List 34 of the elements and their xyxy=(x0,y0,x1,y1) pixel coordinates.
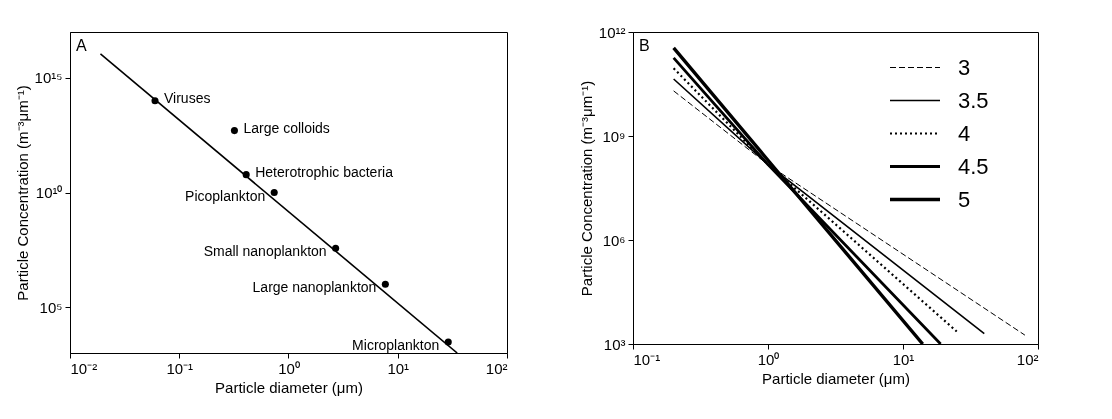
annotation: Small nanoplankton xyxy=(203,243,327,260)
x-tick-label: 10¹ xyxy=(387,359,410,377)
annotation: A xyxy=(76,37,87,54)
y-tick-label: 10¹⁰ xyxy=(35,184,63,201)
y-tick-label: 10⁵ xyxy=(39,298,63,316)
y-tick-label: 10¹² xyxy=(598,23,626,41)
annotation: B xyxy=(639,37,650,54)
annotation: Viruses xyxy=(164,89,211,106)
x-tick-label: 10² xyxy=(1016,350,1039,368)
x-tick-label: 10⁰ xyxy=(757,350,780,368)
legend-label: 4.5 xyxy=(958,153,989,179)
x-axis-title: Particle diameter (μm) xyxy=(215,378,363,396)
annotation: Picoplankton xyxy=(185,187,266,204)
annotation: Large nanoplankton xyxy=(252,279,377,296)
y-tick-label: 10⁶ xyxy=(602,231,626,249)
y-axis-title: Particle Concentration (m⁻³μm⁻¹) xyxy=(13,85,31,301)
x-tick-label: 10⁻¹ xyxy=(633,350,661,368)
legend-label: 5 xyxy=(958,186,971,212)
x-tick-label: 10⁻¹ xyxy=(166,359,194,377)
y-tick-label: 10¹⁵ xyxy=(34,69,63,87)
y-tick-label: 10⁹ xyxy=(602,127,626,145)
annotation: Microplankton xyxy=(352,337,440,354)
y-tick-label: 10³ xyxy=(603,335,626,353)
x-tick-label: 10⁰ xyxy=(278,359,300,377)
legend-label: 3 xyxy=(958,54,971,80)
annotation: Large colloids xyxy=(243,119,330,136)
y-axis-title: Particle Concentration (m⁻³μm⁻¹) xyxy=(577,80,595,297)
legend-label: 4 xyxy=(958,120,971,146)
x-tick-label: 10¹ xyxy=(892,350,915,368)
legend-label: 3.5 xyxy=(958,87,989,113)
x-tick-label: 10⁻² xyxy=(70,359,98,377)
annotation: Heterotrophic bacteria xyxy=(255,163,394,180)
x-tick-label: 10² xyxy=(485,359,508,377)
x-axis-title: Particle diameter (μm) xyxy=(762,369,910,387)
